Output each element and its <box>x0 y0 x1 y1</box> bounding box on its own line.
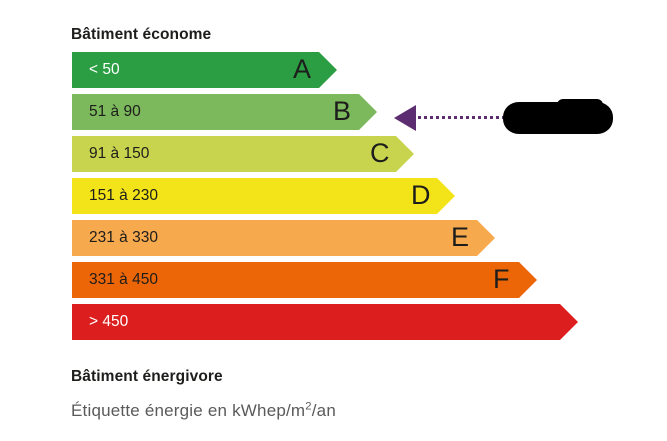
energy-band-range-label: 331 à 450 <box>89 271 158 288</box>
energy-band-b: 51 à 90 B <box>72 94 377 130</box>
energy-band-range-label: 51 à 90 <box>89 103 141 120</box>
energy-band-arrow-shape <box>72 220 495 256</box>
energy-band-range-label: 151 à 230 <box>89 187 158 204</box>
energy-band-range-label: 231 à 330 <box>89 229 158 246</box>
label-unit-caption: Étiquette énergie en kWhep/m2/an <box>71 401 336 421</box>
energy-band-range-label: > 450 <box>89 313 129 330</box>
energy-band-a: < 50 A <box>72 52 337 88</box>
energy-band-range-label: 91 à 150 <box>89 145 150 162</box>
unit-caption-suffix: /an <box>311 401 336 420</box>
energy-band-arrow-shape <box>72 178 455 214</box>
energy-band-e: 231 à 330 E <box>72 220 495 256</box>
energy-band-arrow-shape <box>72 262 537 298</box>
energy-band-letter: A <box>293 54 312 84</box>
energy-band-letter: D <box>411 180 431 210</box>
energy-band-letter: B <box>333 96 352 126</box>
energy-band-range-label: < 50 <box>89 61 120 78</box>
energy-band-arrow-shape <box>72 136 414 172</box>
energy-band-f: 331 à 450 F <box>72 262 537 298</box>
energy-band-d: 151 à 230 D <box>72 178 455 214</box>
unit-caption-prefix: Étiquette énergie en kWhep/m <box>71 401 306 420</box>
energy-band-letter: C <box>370 138 390 168</box>
label-caption-economical: Bâtiment économe <box>71 26 212 43</box>
label-caption-energy-intensive: Bâtiment énergivore <box>71 368 223 385</box>
energy-band-arrow-shape <box>72 94 377 130</box>
energy-band-letter: E <box>451 222 470 252</box>
unit-caption-exponent: 2 <box>305 400 312 413</box>
energy-band-arrow-shape <box>72 52 337 88</box>
energy-band-letter: F <box>493 264 510 294</box>
energy-band-arrow-shape <box>72 304 578 340</box>
energy-band-g: > 450 <box>72 304 578 340</box>
energy-band-c: 91 à 150 C <box>72 136 414 172</box>
